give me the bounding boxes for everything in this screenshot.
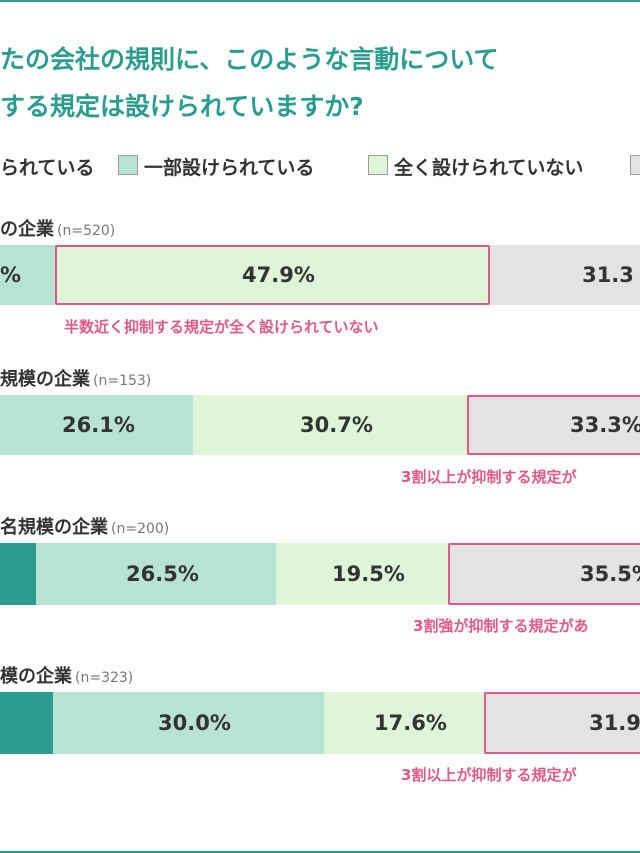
group-sample-size: (n=520) bbox=[57, 223, 116, 239]
group-label-3: 名規模の企業 (n=200) bbox=[0, 513, 169, 539]
legend-label-1: られている bbox=[0, 157, 95, 179]
bar-segment-g3-s3 bbox=[276, 543, 448, 605]
annotation-3: 3割強が抑制する規定があ bbox=[413, 617, 589, 635]
data-label-g3-s2: 26.5% bbox=[126, 562, 199, 586]
group-label-4: 模の企業 (n=323) bbox=[0, 662, 133, 688]
data-label-g2-s3: 33.3% bbox=[570, 413, 640, 437]
chart-title-line-1: たの会社の規則に、このような言動について bbox=[0, 45, 499, 74]
annotation-2: 3割以上が抑制する規定が bbox=[401, 468, 577, 486]
data-label-g2-s1: 26.1% bbox=[62, 413, 135, 437]
bar-segment-g4-s4 bbox=[484, 692, 640, 754]
data-label-g3-s4: 35.5% bbox=[580, 562, 640, 586]
legend-label-2: 一部設けられている bbox=[144, 157, 315, 179]
data-label-g1-s3: 31.3 bbox=[582, 263, 634, 287]
bar-segment-g2-s1 bbox=[0, 395, 193, 455]
bar-segment-g3-s4 bbox=[448, 543, 640, 605]
annotation-1: 半数近く抑制する規定が全く設けられていない bbox=[64, 318, 379, 336]
chart-title-line-2: する規定は設けられていますか? bbox=[0, 92, 364, 121]
annotation-4: 3割以上が抑制する規定が bbox=[401, 766, 577, 784]
bar-segment-g4-s1 bbox=[0, 692, 53, 754]
legend-label-3: 全く設けられていない bbox=[394, 157, 584, 179]
group-label-text: 模の企業 bbox=[0, 666, 72, 687]
group-label-2: 規模の企業 (n=153) bbox=[0, 365, 151, 391]
data-label-g4-s3: 17.6% bbox=[374, 711, 447, 735]
group-sample-size: (n=323) bbox=[75, 670, 134, 686]
data-label-g2-s2: 30.7% bbox=[300, 413, 373, 437]
bar-segment-g1-s3 bbox=[490, 245, 640, 305]
legend-swatch-2 bbox=[118, 155, 138, 175]
data-label-g4-s4: 31.9 bbox=[589, 711, 640, 735]
group-label-1: の企業 (n=520) bbox=[0, 215, 115, 241]
bar-segment-g3-s1 bbox=[0, 543, 36, 605]
bar-segment-g3-s2 bbox=[36, 543, 276, 605]
data-label-g1-s1: % bbox=[0, 263, 22, 287]
group-label-text: 名規模の企業 bbox=[0, 517, 108, 538]
data-label-g4-s2: 30.0% bbox=[158, 711, 231, 735]
group-sample-size: (n=153) bbox=[93, 373, 152, 389]
bar-segment-g2-s2 bbox=[193, 395, 467, 455]
legend-swatch-3 bbox=[368, 155, 388, 175]
group-sample-size: (n=200) bbox=[111, 521, 170, 537]
bar-segment-g4-s3 bbox=[324, 692, 484, 754]
bottom-rule bbox=[0, 851, 640, 853]
bar-segment-g4-s2 bbox=[53, 692, 324, 754]
group-label-text: 規模の企業 bbox=[0, 369, 90, 390]
group-label-text: の企業 bbox=[0, 219, 54, 240]
legend: られている 一部設けられている 全く設けられていない bbox=[0, 152, 640, 182]
data-label-g3-s3: 19.5% bbox=[332, 562, 405, 586]
legend-swatch-4 bbox=[630, 155, 640, 175]
bar-segment-g2-s3 bbox=[467, 395, 640, 455]
data-label-g1-s2: 47.9% bbox=[242, 263, 315, 287]
bar-segment-g1-s1 bbox=[0, 245, 55, 305]
top-rule bbox=[0, 0, 640, 2]
bar-segment-g1-s2 bbox=[55, 245, 490, 305]
